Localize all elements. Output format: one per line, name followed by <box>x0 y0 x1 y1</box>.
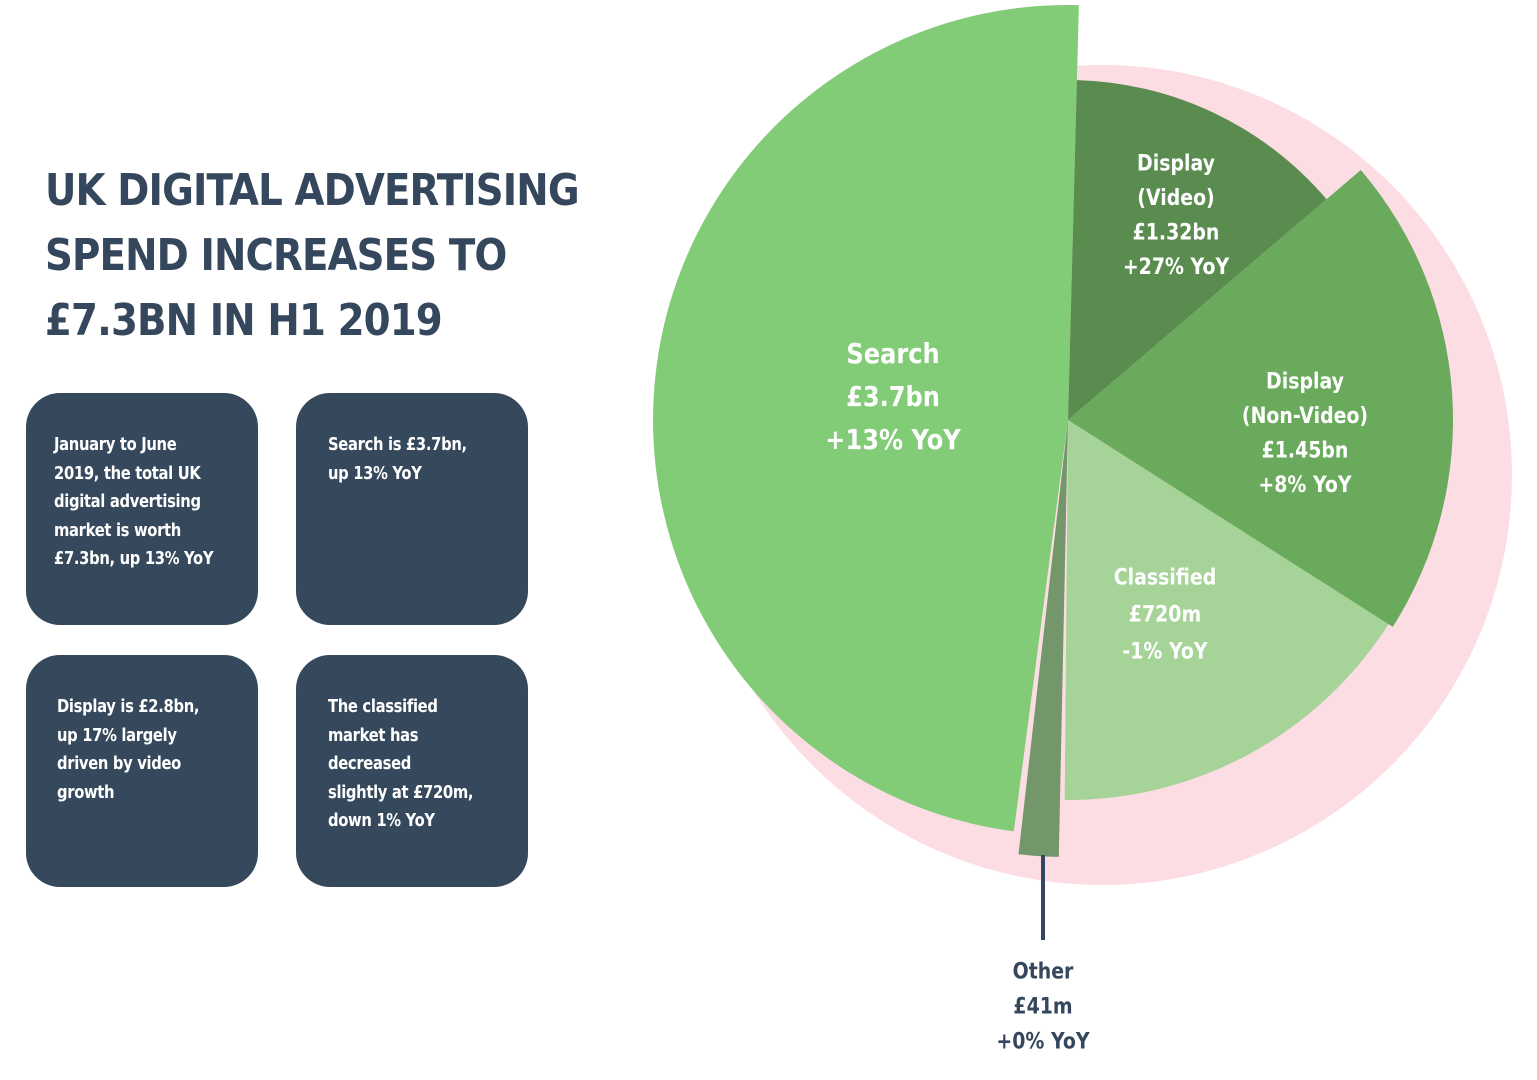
title-line-2: SPEND INCREASES TO <box>45 230 507 281</box>
card-text: Display is £2.8bn, up 17% largely driven b… <box>57 693 250 807</box>
slice-label-other: Other £41m +0% YoY <box>996 958 1090 1054</box>
card-line: driven by video <box>57 753 181 774</box>
slice-label-line: +13% YoY <box>825 424 961 456</box>
slice-label-line: Classified <box>1114 564 1216 590</box>
info-card-total-market: January to June 2019, the total UK digital… <box>26 393 258 625</box>
slice-label-line: +27% YoY <box>1123 254 1230 280</box>
card-text: The classified market has decreased slightl… <box>328 693 521 836</box>
slice-label-line: (Non-Video) <box>1242 403 1368 429</box>
pie-slice-display-non-video <box>1068 170 1454 627</box>
slice-label-line: -1% YoY <box>1122 638 1208 664</box>
card-line: down 1% YoY <box>328 810 435 831</box>
title-line-3: £7.3BN IN H1 2019 <box>45 295 443 346</box>
pie-slice-classified <box>1064 420 1389 801</box>
slice-label-line: Display <box>1266 368 1344 394</box>
card-line: growth <box>57 781 115 803</box>
card-line: market is worth <box>54 519 181 541</box>
info-card-display: Display is £2.8bn, up 17% largely driven b… <box>26 655 258 887</box>
slice-label-line: £3.7bn <box>846 381 940 413</box>
slice-label-line: +0% YoY <box>996 1028 1090 1054</box>
slice-label-line: £720m <box>1129 601 1201 627</box>
card-line: Display is £2.8bn, <box>57 696 200 717</box>
slice-labels: Search £3.7bn +13% YoY Display (Video) £1.32b… <box>825 150 1368 1054</box>
card-line: 2019, the total UK <box>54 462 201 484</box>
card-line: market has <box>328 724 419 746</box>
slice-label-classified: Classified £720m -1% YoY <box>1114 564 1216 664</box>
info-card-classified: The classified market has decreased slightl… <box>296 655 528 887</box>
card-line: slightly at £720m, <box>328 781 474 803</box>
slice-label-search: Search £3.7bn +13% YoY <box>825 338 961 456</box>
slice-label-line: +8% YoY <box>1258 472 1352 498</box>
slice-label-line: £1.45bn <box>1262 437 1349 463</box>
card-text: Search is £3.7bn, up 13% YoY <box>328 431 521 488</box>
info-card-search: Search is £3.7bn, up 13% YoY <box>296 393 528 625</box>
slice-label-line: Other <box>1013 958 1075 984</box>
slice-label-display-non-video: Display (Non-Video) £1.45bn +8% YoY <box>1242 368 1368 497</box>
slice-label-line: Display <box>1137 150 1215 176</box>
card-line: up 13% YoY <box>328 462 422 484</box>
card-line: digital advertising <box>54 491 201 512</box>
pie-slice-search <box>653 4 1079 832</box>
card-line: £7.3bn, up 13% YoY <box>54 548 214 569</box>
card-line: up 17% largely <box>57 724 177 746</box>
card-line: The classified <box>328 696 438 717</box>
card-line: decreased <box>328 753 411 774</box>
slice-label-display-video: Display (Video) £1.32bn +27% YoY <box>1123 150 1230 279</box>
pie-slice-other <box>1018 420 1068 857</box>
slice-label-line: £41m <box>1013 993 1072 1019</box>
pie-slice-display-video <box>1068 80 1327 420</box>
card-line: January to June <box>54 434 177 455</box>
slice-label-line: Search <box>846 338 939 370</box>
slice-label-line: £1.32bn <box>1133 219 1220 245</box>
slice-label-line: (Video) <box>1137 185 1214 211</box>
pie-slices <box>653 4 1454 857</box>
card-text: January to June 2019, the total UK digital… <box>54 431 247 574</box>
title-line-1: UK DIGITAL ADVERTISING <box>45 165 580 216</box>
page-title: UK DIGITAL ADVERTISING SPEND INCREASES T… <box>45 158 580 353</box>
card-line: Search is £3.7bn, <box>328 434 467 455</box>
